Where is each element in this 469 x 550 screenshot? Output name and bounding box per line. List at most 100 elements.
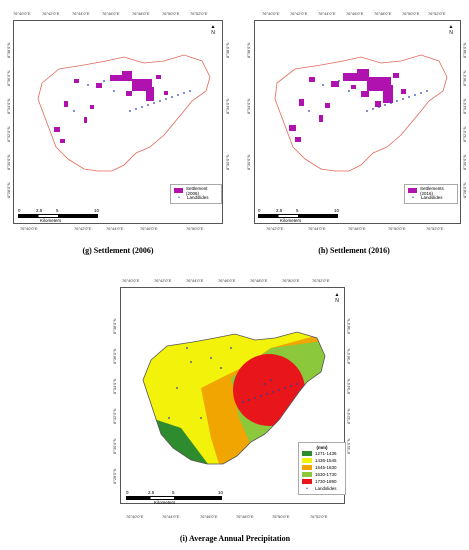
legend-title: (mm) — [316, 445, 328, 450]
scale-unit: Kilometers — [40, 218, 62, 223]
swatch-1545-1630 — [302, 465, 312, 470]
tick-top: 76°48'0"E — [374, 11, 392, 16]
north-label: N — [449, 30, 453, 36]
scale-label-2-5: 2.5 — [36, 208, 43, 213]
legend-1271-1436: 1271-1436 — [315, 451, 337, 456]
tick-side: 8°30'0"N — [462, 154, 467, 170]
scale-bar: 0 2.5 5 10 Kilometers — [18, 208, 99, 223]
swatch-1630-1730 — [302, 472, 312, 477]
north-arrow: ▲ N — [446, 24, 456, 36]
caption-settlement-2006: (g) Settlement (2006) — [82, 246, 154, 255]
landslide-symbol: • — [306, 486, 308, 492]
tick-side: 8°38'0"N — [6, 42, 11, 58]
north-arrow: ▲ N — [208, 24, 218, 36]
tick-bottom: 76°48'0"E — [348, 226, 366, 231]
legend-1730-1890: 1730-1890 — [315, 479, 337, 484]
tick-top: 76°52'0"E — [190, 11, 208, 16]
legend-settlements: Settlements (2016) — [419, 185, 444, 196]
tick-top: 76°42'0"E — [42, 11, 60, 16]
tick-top: 76°40'0"E — [13, 11, 31, 16]
settlement-2006-map — [37, 54, 211, 172]
north-label: N — [211, 30, 215, 36]
swatch-1271-1436 — [302, 451, 312, 456]
tick-top: 76°42'0"E — [290, 11, 308, 16]
settlement-2016-map — [274, 54, 448, 172]
tick-bottom: 76°44'0"E — [308, 226, 326, 231]
tick-side: 8°28'0"N — [462, 182, 467, 198]
tick-side: 8°30'0"N — [246, 154, 251, 170]
north-arrow: ▲ N — [332, 292, 342, 304]
landslide-points — [308, 80, 428, 112]
north-arrow-glyph: ▲ — [334, 292, 340, 298]
tick-top: 76°48'0"E — [250, 278, 268, 283]
tick-side: 8°32'0"N — [346, 408, 351, 424]
north-label: N — [335, 298, 339, 304]
tick-top: 76°46'0"E — [346, 11, 364, 16]
legend-settlement: Settlement (2006) — [185, 185, 208, 196]
tick-side: 8°36'0"N — [6, 70, 11, 86]
map-panel-settlement-2016: ▲ N Settlements (2016) • Landslides 0 2.5… — [236, 0, 469, 270]
legend-1436-1545: 1436-1545 — [315, 458, 337, 463]
swatch-1436-1545 — [302, 458, 312, 463]
scale-label-0: 0 — [18, 208, 21, 213]
legend-landslides: Landslides — [315, 486, 337, 491]
tick-side: 8°34'0"N — [246, 98, 251, 114]
tick-bottom: 76°46'0"E — [200, 514, 218, 519]
tick-top: 76°40'0"E — [262, 11, 280, 16]
scale-bar-line — [258, 214, 338, 218]
tick-side: 8°34'0"N — [112, 378, 117, 394]
legend-1630-1730: 1630-1730 — [315, 472, 337, 477]
north-arrow-glyph: ▲ — [210, 24, 216, 30]
legend-landslides: Landslides — [421, 195, 443, 200]
settlement-patches — [54, 71, 168, 143]
tick-top: 76°46'0"E — [102, 11, 120, 16]
map-frame — [13, 20, 223, 224]
settlement-swatch — [408, 188, 417, 193]
tick-bottom: 76°48'0"E — [236, 514, 254, 519]
scale-label-5: 5 — [172, 490, 175, 495]
legend-1545-1630: 1545-1630 — [315, 465, 337, 470]
tick-side: 8°30'0"N — [112, 438, 117, 454]
tick-side: 8°36'0"N — [462, 70, 467, 86]
swatch-1730-1890 — [302, 479, 312, 484]
tick-side: 8°38'0"N — [225, 42, 230, 58]
tick-top: 76°42'0"E — [154, 278, 172, 283]
tick-bottom: 76°52'0"E — [426, 226, 444, 231]
tick-bottom: 76°46'0"E — [140, 226, 158, 231]
tick-top: 76°40'0"E — [122, 278, 140, 283]
scale-label-10: 10 — [218, 490, 224, 495]
settlement-swatch — [174, 188, 183, 193]
landslide-symbol: • — [412, 195, 414, 201]
tick-top: 76°50'0"E — [282, 278, 300, 283]
tick-side: 8°34'0"N — [6, 98, 11, 114]
scale-label-10: 10 — [334, 208, 340, 213]
precipitation-legend: (mm) 1271-1436 1436-1545 1545-1630 1630-… — [298, 442, 346, 495]
tick-side: 8°28'0"N — [112, 468, 117, 484]
caption-settlement-2016: (h) Settlement (2016) — [318, 246, 390, 255]
tick-side: 8°36'0"N — [346, 348, 351, 364]
map-panel-settlement-2006: ▲ N Settlement (2006) • Landslides 0 2.5 … — [0, 0, 235, 270]
tick-side: 8°32'0"N — [112, 408, 117, 424]
scale-unit: Kilometers — [154, 500, 176, 505]
tick-top: 76°44'0"E — [72, 11, 90, 16]
scale-label-2-5: 2.5 — [276, 208, 283, 213]
scale-label-0: 0 — [126, 490, 129, 495]
scale-bar-line — [18, 214, 98, 218]
tick-top: 76°50'0"E — [402, 11, 420, 16]
tick-top: 76°52'0"E — [312, 278, 330, 283]
tick-bottom: 76°44'0"E — [106, 226, 124, 231]
scale-label-5: 5 — [296, 208, 299, 213]
scale-bar-line — [126, 496, 222, 500]
tick-side: 8°38'0"N — [462, 42, 467, 58]
map-legend: Settlements (2016) • Landslides — [404, 184, 458, 204]
tick-top: 76°52'0"E — [428, 11, 446, 16]
tick-top: 76°44'0"E — [186, 278, 204, 283]
tick-side: 8°38'0"N — [346, 318, 351, 334]
tick-bottom: 76°42'0"E — [74, 226, 92, 231]
tick-side: 8°32'0"N — [6, 126, 11, 142]
tick-bottom: 76°52'0"E — [310, 514, 328, 519]
tick-side: 8°30'0"N — [346, 438, 351, 454]
study-area-boundary — [142, 331, 326, 465]
landslide-symbol: • — [178, 195, 180, 201]
map-panel-precipitation: ▲ N (mm) 1271-1436 1436-1545 1545-1630 1… — [110, 272, 360, 550]
